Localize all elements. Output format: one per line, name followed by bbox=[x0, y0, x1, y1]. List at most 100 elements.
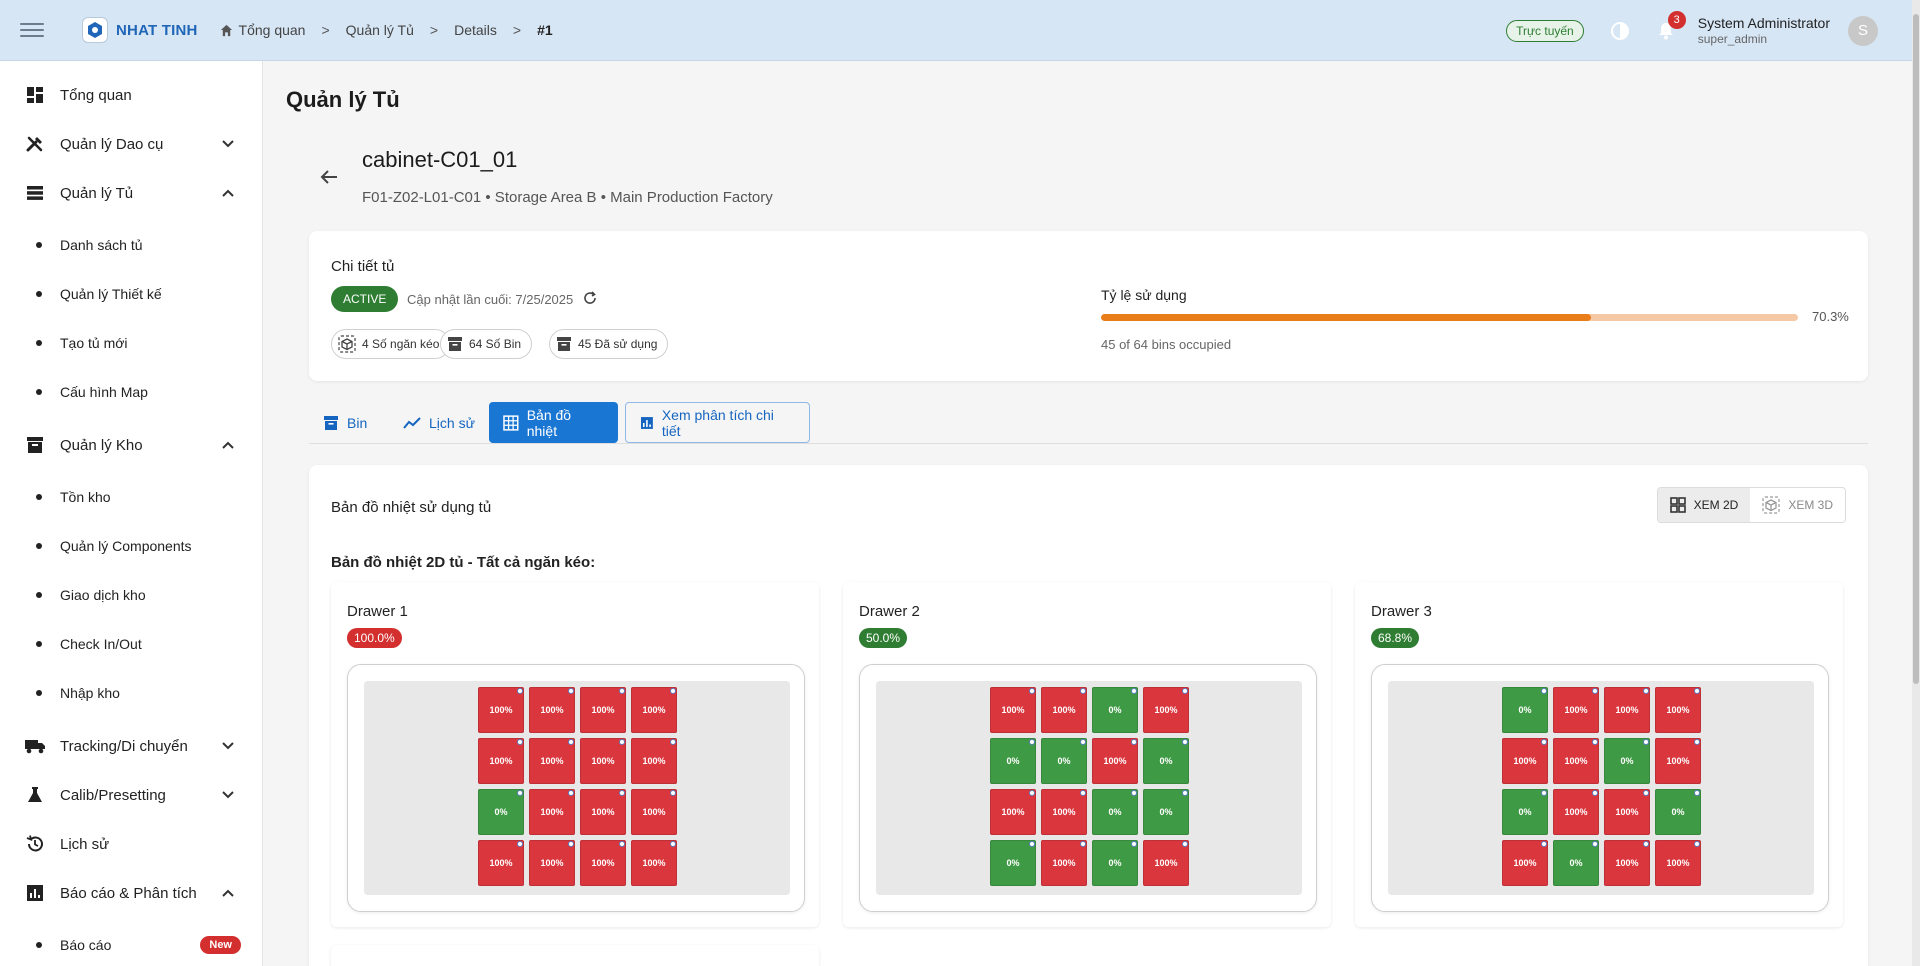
bin-cell[interactable]: 100% bbox=[1655, 840, 1701, 886]
bin-indicator-icon bbox=[517, 739, 523, 745]
sidebar-item-quan-ly-tu[interactable]: Quản lý Tủ bbox=[0, 173, 262, 213]
back-button[interactable] bbox=[317, 165, 341, 189]
sidebar-subitem-check-in-out[interactable]: Check In/Out bbox=[0, 627, 262, 661]
bin-cell[interactable]: 0% bbox=[1502, 789, 1548, 835]
grid-icon bbox=[503, 414, 519, 431]
tab-lich-su[interactable]: Lịch sử bbox=[389, 402, 489, 443]
cabinet-detail-card: Chi tiết tủ ACTIVE Cập nhật lần cuối: 7/… bbox=[309, 231, 1868, 381]
bin-usage-label: 100% bbox=[1154, 858, 1178, 868]
sidebar-subitem-bao-cao[interactable]: Báo cáo New bbox=[0, 928, 262, 962]
bin-cell[interactable]: 0% bbox=[1092, 789, 1138, 835]
bin-cell[interactable]: 0% bbox=[1553, 840, 1599, 886]
bin-cell[interactable]: 0% bbox=[990, 840, 1036, 886]
bin-cell[interactable]: 0% bbox=[478, 789, 524, 835]
sidebar-item-tong-quan[interactable]: Tổng quan bbox=[0, 75, 262, 115]
menu-icon[interactable] bbox=[20, 18, 44, 42]
breadcrumb-cabinet[interactable]: Quản lý Tủ bbox=[345, 22, 414, 38]
breadcrumb-details[interactable]: Details bbox=[454, 22, 497, 38]
sidebar-subitem-thiet-ke[interactable]: Quản lý Thiết kế bbox=[0, 277, 262, 311]
bin-usage-label: 100% bbox=[591, 705, 615, 715]
bin-cell[interactable]: 100% bbox=[1143, 687, 1189, 733]
scrollbar-thumb[interactable] bbox=[1913, 14, 1919, 684]
bin-cell[interactable]: 100% bbox=[478, 840, 524, 886]
sidebar-subitem-danh-sach-tu[interactable]: Danh sách tủ bbox=[0, 228, 262, 262]
tab-analysis[interactable]: Xem phân tích chi tiết bbox=[625, 402, 810, 443]
bin-cell[interactable]: 100% bbox=[631, 789, 677, 835]
bin-cell[interactable]: 0% bbox=[1143, 789, 1189, 835]
bin-cell[interactable]: 100% bbox=[631, 840, 677, 886]
sidebar-subitem-tao-tu-moi[interactable]: Tạo tủ mới bbox=[0, 326, 262, 360]
bin-cell[interactable]: 100% bbox=[990, 789, 1036, 835]
bin-usage-label: 0% bbox=[1671, 807, 1685, 817]
sidebar-item-tracking[interactable]: Tracking/Di chuyển bbox=[0, 726, 262, 766]
bin-cell[interactable]: 0% bbox=[990, 738, 1036, 784]
bin-cell[interactable]: 100% bbox=[1143, 840, 1189, 886]
bin-usage-label: 0% bbox=[494, 807, 508, 817]
sidebar-subitem-components[interactable]: Quản lý Components bbox=[0, 529, 262, 563]
breadcrumb: Tổng quan > Quản lý Tủ > Details > #1 bbox=[220, 22, 553, 38]
view-2d-button[interactable]: XEM 2D bbox=[1657, 488, 1751, 522]
sidebar-subitem-giao-dich-kho[interactable]: Giao dịch kho bbox=[0, 578, 262, 612]
bin-indicator-icon bbox=[1029, 739, 1035, 745]
tab-heatmap[interactable]: Bản đồ nhiệt bbox=[489, 402, 618, 443]
bin-cell[interactable]: 100% bbox=[1655, 738, 1701, 784]
bin-cell[interactable]: 100% bbox=[1092, 738, 1138, 784]
bin-cell[interactable]: 100% bbox=[1604, 840, 1650, 886]
bin-indicator-icon bbox=[1694, 739, 1700, 745]
bin-cell[interactable]: 0% bbox=[1655, 789, 1701, 835]
notifications-button[interactable]: 3 bbox=[1654, 10, 1686, 43]
bin-cell[interactable]: 100% bbox=[631, 687, 677, 733]
bin-cell[interactable]: 100% bbox=[1502, 840, 1548, 886]
bin-cell[interactable]: 100% bbox=[478, 687, 524, 733]
bin-cell[interactable]: 0% bbox=[1092, 840, 1138, 886]
bin-cell[interactable]: 0% bbox=[1143, 738, 1189, 784]
sidebar-item-bao-cao[interactable]: Báo cáo & Phân tích bbox=[0, 873, 262, 913]
bin-cell[interactable]: 100% bbox=[1502, 738, 1548, 784]
bin-cell[interactable]: 100% bbox=[1041, 687, 1087, 733]
bin-cell[interactable]: 100% bbox=[580, 789, 626, 835]
bin-cell[interactable]: 100% bbox=[1553, 687, 1599, 733]
sidebar-subitem-ton-kho[interactable]: Tồn kho bbox=[0, 480, 262, 514]
bin-cell[interactable]: 100% bbox=[1553, 789, 1599, 835]
bin-cell[interactable]: 100% bbox=[631, 738, 677, 784]
bin-cell[interactable]: 100% bbox=[1041, 840, 1087, 886]
brand-logo[interactable]: NHAT TINH bbox=[82, 17, 198, 43]
breadcrumb-home[interactable]: Tổng quan bbox=[220, 22, 305, 38]
sidebar-subitem-nhap-kho[interactable]: Nhập kho bbox=[0, 676, 262, 710]
bin-cell[interactable]: 100% bbox=[990, 687, 1036, 733]
bin-usage-label: 100% bbox=[642, 756, 666, 766]
sidebar-item-calib[interactable]: Calib/Presetting bbox=[0, 775, 262, 815]
bin-cell[interactable]: 100% bbox=[1655, 687, 1701, 733]
bin-cell[interactable]: 100% bbox=[529, 738, 575, 784]
bin-cell[interactable]: 100% bbox=[529, 789, 575, 835]
page-scrollbar[interactable] bbox=[1912, 0, 1920, 966]
bin-cell[interactable]: 100% bbox=[529, 687, 575, 733]
bin-cell[interactable]: 100% bbox=[580, 840, 626, 886]
bin-indicator-icon bbox=[1694, 841, 1700, 847]
bin-usage-label: 100% bbox=[1666, 705, 1690, 715]
refresh-icon[interactable] bbox=[581, 289, 599, 307]
drawer-title: Drawer 1 bbox=[347, 603, 408, 620]
bin-cell[interactable]: 100% bbox=[1041, 789, 1087, 835]
bin-cell[interactable]: 100% bbox=[1604, 687, 1650, 733]
sidebar-item-lich-su[interactable]: Lịch sử bbox=[0, 824, 262, 864]
bin-cell[interactable]: 100% bbox=[580, 738, 626, 784]
tab-bin[interactable]: Bin bbox=[309, 402, 381, 443]
bin-cell[interactable]: 0% bbox=[1092, 687, 1138, 733]
bin-cell[interactable]: 100% bbox=[1553, 738, 1599, 784]
bin-cell[interactable]: 0% bbox=[1502, 687, 1548, 733]
sidebar-item-quan-ly-kho[interactable]: Quản lý Kho bbox=[0, 425, 262, 465]
bin-cell[interactable]: 100% bbox=[478, 738, 524, 784]
bin-cell[interactable]: 100% bbox=[529, 840, 575, 886]
user-info[interactable]: System Administrator super_admin bbox=[1698, 14, 1830, 48]
bin-cell[interactable]: 100% bbox=[1604, 789, 1650, 835]
view-3d-button[interactable]: XEM 3D bbox=[1750, 488, 1845, 522]
bin-cell[interactable]: 0% bbox=[1041, 738, 1087, 784]
sidebar-subitem-cau-hinh-map[interactable]: Cấu hình Map bbox=[0, 375, 262, 409]
sidebar-item-dao-cu[interactable]: Quản lý Dao cụ bbox=[0, 124, 262, 164]
bin-cell[interactable]: 100% bbox=[580, 687, 626, 733]
theme-toggle-icon[interactable] bbox=[1608, 19, 1632, 43]
avatar[interactable]: S bbox=[1848, 15, 1878, 46]
bin-cell[interactable]: 0% bbox=[1604, 738, 1650, 784]
breadcrumb-current: #1 bbox=[537, 22, 553, 38]
